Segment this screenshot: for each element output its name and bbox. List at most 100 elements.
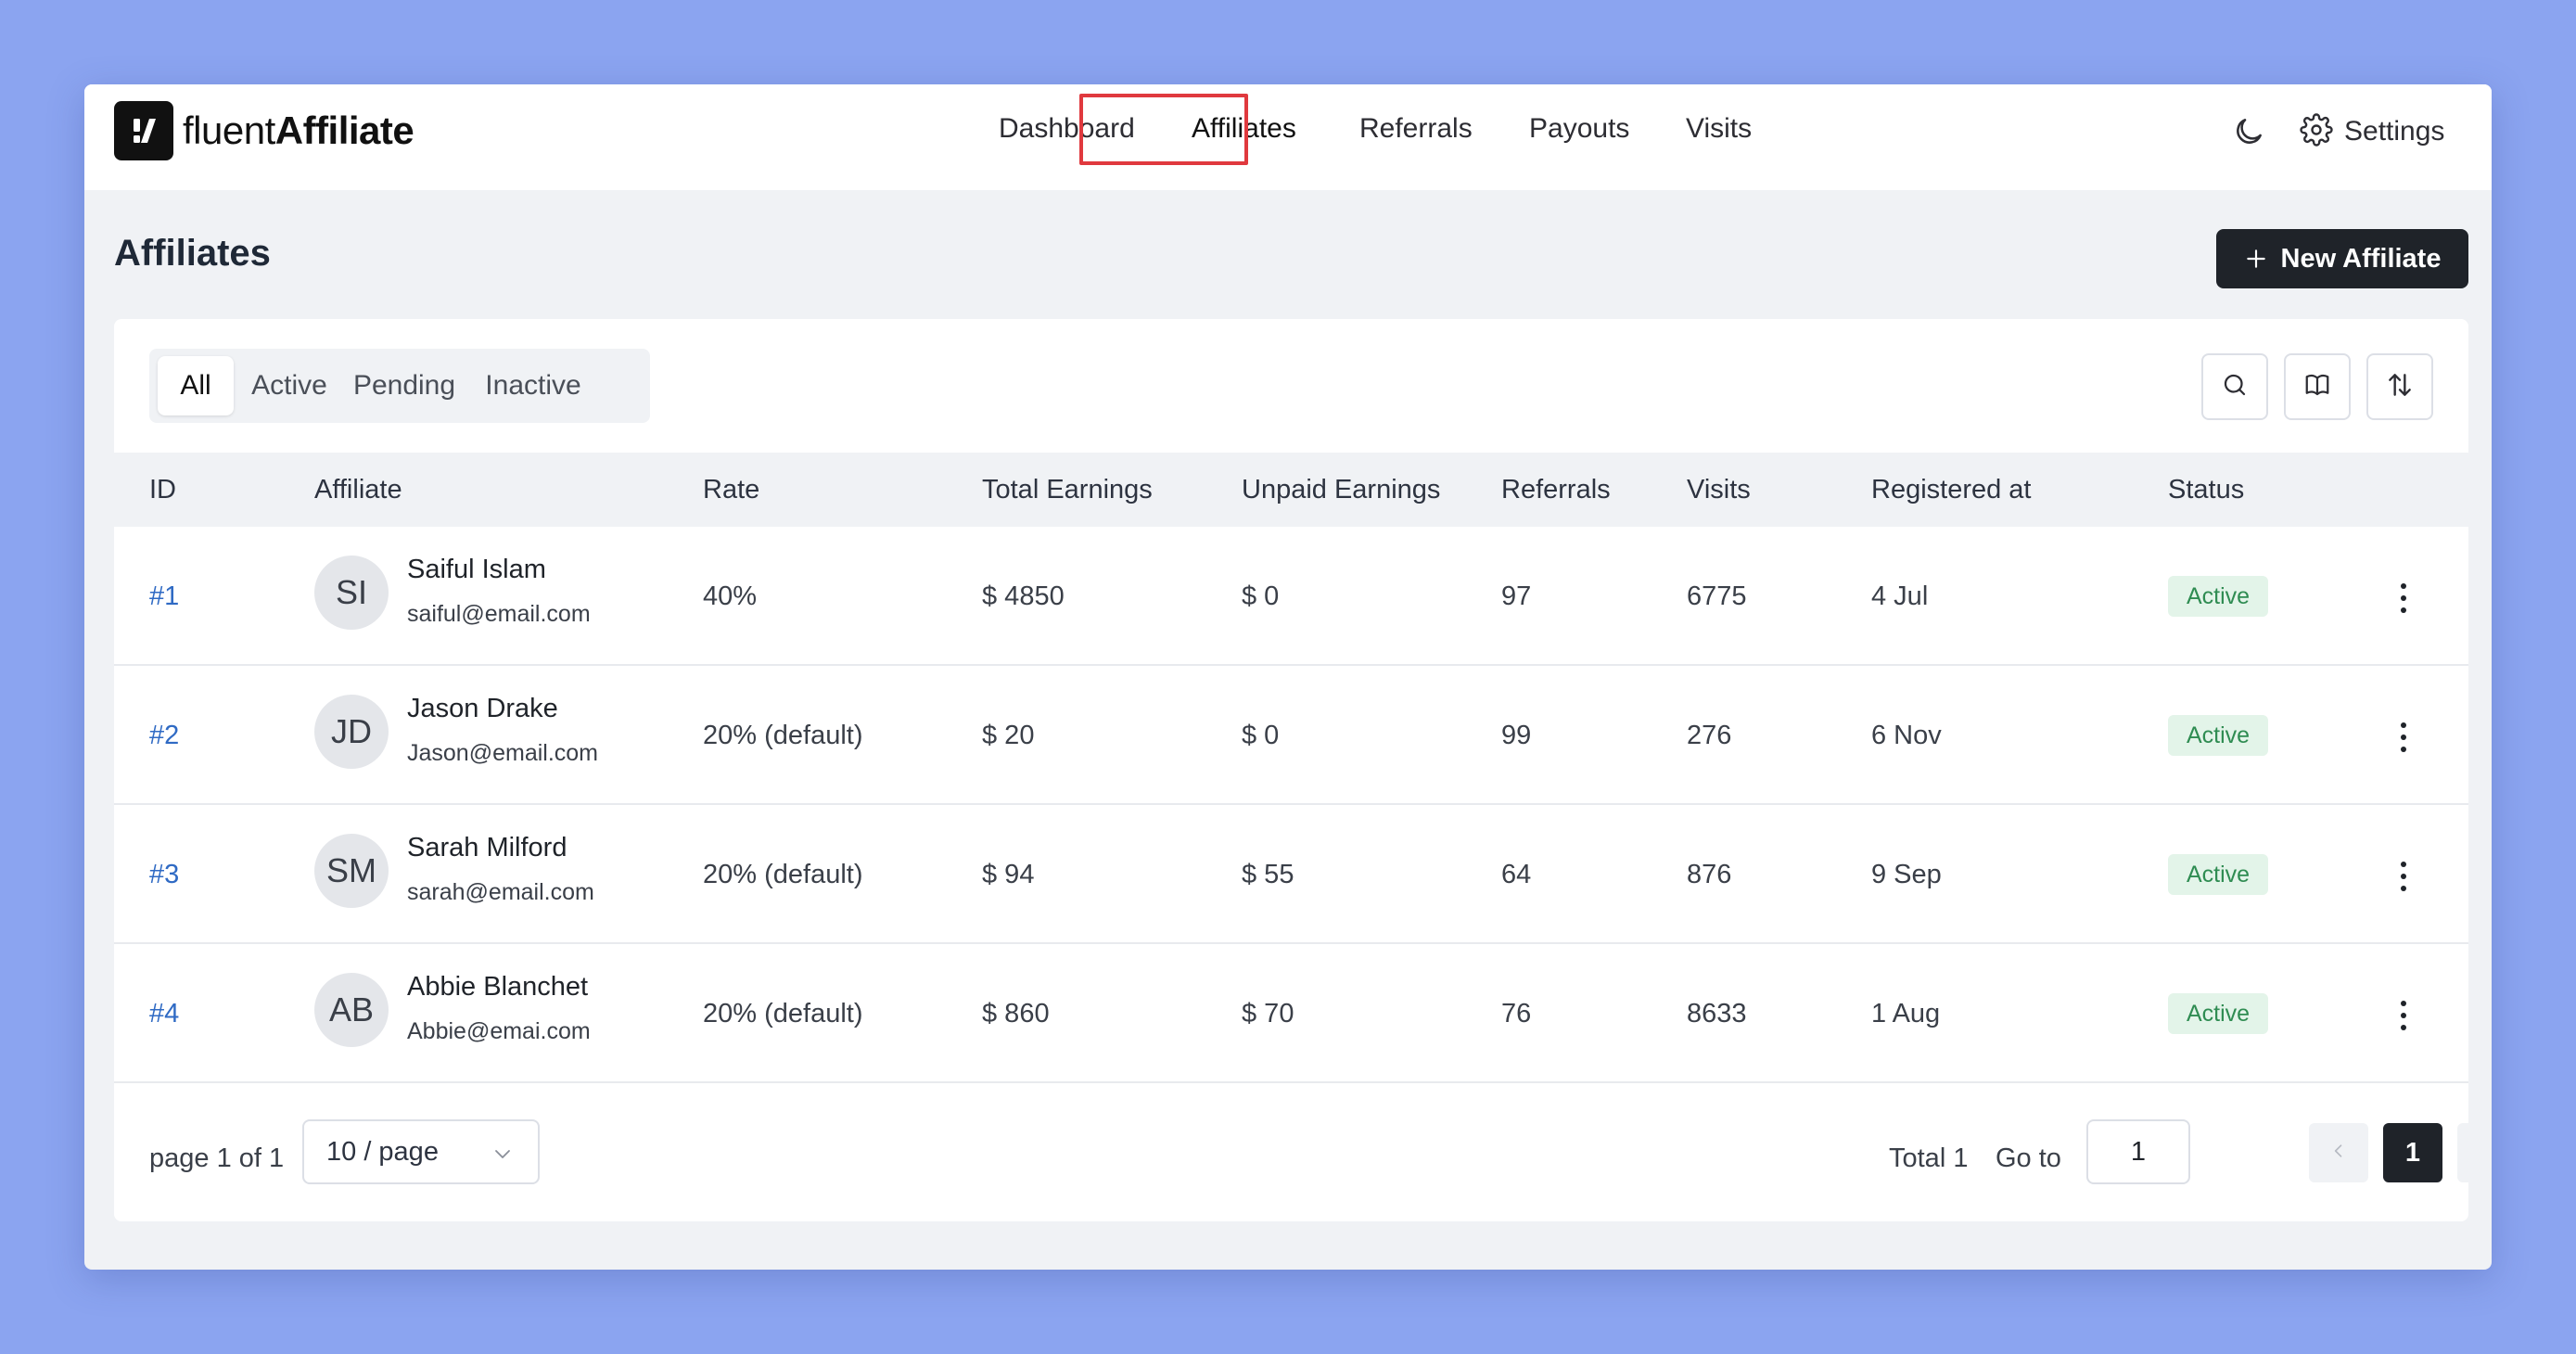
nav-referrals[interactable]: Referrals [1359, 113, 1473, 144]
unpaid-earnings: $ 70 [1242, 999, 1294, 1028]
affiliate-email: saiful@email.com [407, 601, 591, 627]
table-row[interactable]: #3 SM Sarah Milford sarah@email.com 20% … [114, 805, 2468, 944]
total-earnings: $ 20 [982, 721, 1035, 750]
visits-count: 6775 [1687, 581, 1747, 611]
affiliate-rate: 40% [703, 581, 758, 611]
logo-mark-icon [114, 101, 173, 160]
total-earnings: $ 4850 [982, 581, 1065, 611]
main-nav: Dashboard Affiliates Referrals Payouts V… [84, 84, 2492, 190]
table-header: ID Affiliate Rate Total Earnings Unpaid … [114, 453, 2468, 527]
new-affiliate-label: New Affiliate [2280, 243, 2442, 274]
per-page-select[interactable]: 10 / page [302, 1119, 540, 1184]
col-visits[interactable]: Visits [1687, 475, 1751, 505]
registered-date: 1 Aug [1871, 999, 1941, 1028]
more-vertical-icon[interactable] [2387, 995, 2420, 1036]
referrals-count: 64 [1501, 860, 1532, 889]
settings-label: Settings [2344, 116, 2445, 147]
affiliate-name[interactable]: Abbie Blanchet [407, 972, 589, 1002]
col-rate[interactable]: Rate [703, 475, 760, 505]
brand-logo[interactable]: fluentAffiliate [114, 100, 414, 161]
chevron-left-icon [2329, 1142, 2348, 1165]
col-id[interactable]: ID [149, 475, 176, 505]
col-referrals[interactable]: Referrals [1501, 475, 1611, 505]
book-icon [2303, 371, 2331, 403]
total-earnings: $ 94 [982, 860, 1035, 889]
referrals-count: 76 [1501, 999, 1532, 1028]
filter-inactive[interactable]: Inactive [485, 370, 581, 401]
per-page-value: 10 / page [326, 1136, 439, 1167]
sort-button[interactable] [2366, 353, 2433, 420]
more-vertical-icon[interactable] [2387, 578, 2420, 619]
unpaid-earnings: $ 0 [1242, 581, 1280, 611]
affiliate-rate: 20% (default) [703, 860, 863, 889]
filter-active[interactable]: Active [251, 370, 327, 401]
affiliate-id[interactable]: #4 [149, 999, 180, 1028]
affiliate-name[interactable]: Sarah Milford [407, 833, 567, 862]
columns-button[interactable] [2284, 353, 2351, 420]
affiliate-email: Abbie@emai.com [407, 1018, 591, 1044]
status-badge: Active [2168, 576, 2269, 617]
settings-button[interactable]: Settings [2300, 105, 2444, 159]
avatar: SM [314, 834, 389, 908]
new-affiliate-button[interactable]: New Affiliate [2216, 229, 2468, 288]
gear-icon [2300, 112, 2333, 151]
top-header: fluentAffiliate Dashboard Affiliates Ref… [84, 84, 2492, 190]
status-badge: Active [2168, 993, 2269, 1034]
page-info: page 1 of 1 [149, 1143, 285, 1173]
affiliate-id[interactable]: #3 [149, 860, 180, 889]
registered-date: 9 Sep [1871, 860, 1942, 889]
total-earnings: $ 860 [982, 999, 1050, 1028]
nav-dashboard[interactable]: Dashboard [999, 113, 1135, 144]
brand-name: fluentAffiliate [183, 109, 414, 153]
brand-name-bold: Affiliate [274, 109, 414, 152]
avatar: AB [314, 973, 389, 1047]
chevron-down-icon [491, 1142, 514, 1172]
affiliate-name[interactable]: Jason Drake [407, 694, 558, 723]
avatar: SI [314, 556, 389, 630]
avatar: JD [314, 695, 389, 769]
visits-count: 876 [1687, 860, 1732, 889]
referrals-count: 99 [1501, 721, 1532, 750]
moon-icon[interactable] [2229, 112, 2268, 151]
app-window: fluentAffiliate Dashboard Affiliates Ref… [84, 84, 2492, 1270]
nav-visits[interactable]: Visits [1686, 113, 1753, 144]
affiliates-card: All Active Pending Inactive ID Affiliate… [114, 319, 2468, 1221]
affiliate-email: Jason@email.com [407, 740, 599, 766]
page-button-current[interactable]: 1 [2383, 1123, 2442, 1182]
next-page-button[interactable] [2457, 1123, 2468, 1182]
nav-payouts[interactable]: Payouts [1529, 113, 1630, 144]
goto-page-input[interactable] [2086, 1119, 2190, 1184]
col-registered[interactable]: Registered at [1871, 475, 2032, 505]
table-row[interactable]: #1 SI Saiful Islam saiful@email.com 40% … [114, 527, 2468, 666]
col-status[interactable]: Status [2168, 475, 2245, 505]
unpaid-earnings: $ 55 [1242, 860, 1294, 889]
affiliate-email: sarah@email.com [407, 879, 594, 905]
col-unpaid-earnings[interactable]: Unpaid Earnings [1242, 475, 1441, 505]
table-row[interactable]: #2 JD Jason Drake Jason@email.com 20% (d… [114, 666, 2468, 805]
visits-count: 8633 [1687, 999, 1747, 1028]
brand-name-light: fluent [183, 109, 275, 152]
status-badge: Active [2168, 715, 2269, 756]
more-vertical-icon[interactable] [2387, 717, 2420, 758]
plus-icon [2244, 247, 2268, 271]
prev-page-button[interactable] [2309, 1123, 2368, 1182]
affiliate-rate: 20% (default) [703, 999, 863, 1028]
affiliate-id[interactable]: #1 [149, 581, 180, 611]
nav-affiliates[interactable]: Affiliates [1192, 113, 1296, 144]
page-title: Affiliates [114, 233, 271, 274]
referrals-count: 97 [1501, 581, 1532, 611]
sort-icon [2385, 370, 2415, 404]
registered-date: 6 Nov [1871, 721, 1942, 750]
col-total-earnings[interactable]: Total Earnings [982, 475, 1153, 505]
more-vertical-icon[interactable] [2387, 856, 2420, 897]
affiliate-id[interactable]: #2 [149, 721, 180, 750]
affiliate-name[interactable]: Saiful Islam [407, 555, 546, 584]
col-affiliate[interactable]: Affiliate [314, 475, 402, 505]
registered-date: 4 Jul [1871, 581, 1929, 611]
status-badge: Active [2168, 854, 2269, 895]
table-row[interactable]: #4 AB Abbie Blanchet Abbie@emai.com 20% … [114, 944, 2468, 1083]
filter-pending[interactable]: Pending [352, 370, 456, 401]
search-icon [2221, 371, 2249, 403]
search-button[interactable] [2201, 353, 2268, 420]
filter-all[interactable]: All [158, 356, 234, 415]
